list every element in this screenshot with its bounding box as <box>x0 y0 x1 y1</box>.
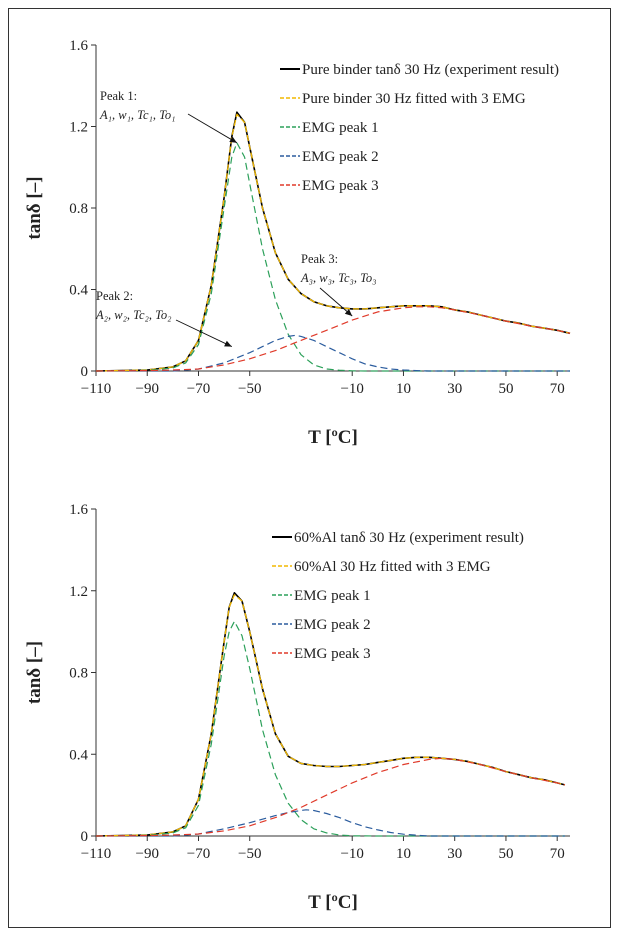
y-tick-label: 1.2 <box>69 120 88 136</box>
x-tick-label: 10 <box>396 846 411 862</box>
legend-label: Pure binder 30 Hz fitted with 3 EMG <box>302 91 526 107</box>
x-tick-label: 30 <box>447 846 462 862</box>
y-tick-label: 0 <box>81 364 89 380</box>
annotation-title: Peak 3: <box>301 252 338 266</box>
annotation-params: A₃, w₃, Tc₃, To₃ <box>300 271 377 285</box>
legend-label: Pure binder tanδ 30 Hz (experiment resul… <box>302 62 559 78</box>
y-tick-label: 1.2 <box>69 584 88 600</box>
x-tick-label: −90 <box>136 381 159 397</box>
x-tick-label: −70 <box>187 381 210 397</box>
y-tick-label: 0.8 <box>69 666 88 682</box>
annotation-arrowhead <box>224 340 232 347</box>
x-tick-label: 30 <box>447 381 462 397</box>
annotation-title: Peak 1: <box>100 89 137 103</box>
x-tick-label: −110 <box>81 381 111 397</box>
annotation-arrow <box>319 287 353 317</box>
legend-label: EMG peak 3 <box>302 178 379 194</box>
chart-bottom: 0 0.4 0.8 1.2 1.6 −110 −90 −70 −50 −10 10 30 50 70 T [… <box>24 502 570 913</box>
figure-frame <box>8 8 611 928</box>
x-tick-label: −90 <box>136 846 159 862</box>
annotation-arrow <box>175 319 232 347</box>
series-peak2-line <box>96 334 570 372</box>
x-axis-label: T [ºC] <box>308 427 358 448</box>
x-tick-label: −10 <box>340 381 363 397</box>
legend-label: EMG peak 2 <box>302 149 379 165</box>
y-axis-label: tanδ [–] <box>24 641 45 704</box>
series-peak3-line <box>95 757 566 837</box>
x-tick-label: −110 <box>81 846 111 862</box>
legend-label: EMG peak 1 <box>302 120 379 136</box>
legend-label: EMG peak 1 <box>294 588 371 604</box>
legend-label: EMG peak 2 <box>294 617 371 633</box>
annotation-params: A₁, w₁, Tc₁, To₁ <box>99 108 176 122</box>
x-axis-label: T [ºC] <box>308 892 358 913</box>
y-tick-label: 0 <box>81 829 89 845</box>
chart-top: 0 0.4 0.8 1.2 1.6 −110 −90 −70 −50 −10 10 30 50 70 T [… <box>24 38 571 448</box>
annotation-params: A₂, w₂, Tc₂, To₂ <box>95 308 172 322</box>
y-tick-label: 0.4 <box>69 747 88 763</box>
series-peak1-line <box>95 142 570 372</box>
annotation-arrow <box>187 113 238 144</box>
x-tick-label: −50 <box>238 846 261 862</box>
y-tick-label: 0.4 <box>69 283 88 299</box>
annotation-arrowhead <box>344 309 353 316</box>
x-tick-label: 50 <box>498 381 513 397</box>
x-tick-label: 70 <box>550 381 565 397</box>
legend-label: 60%Al 30 Hz fitted with 3 EMG <box>294 559 491 575</box>
annotation-title: Peak 2: <box>96 289 133 303</box>
y-tick-label: 1.6 <box>69 502 88 518</box>
annotation-arrowhead <box>229 136 237 143</box>
y-axis-label: tanδ [–] <box>24 176 45 239</box>
x-tick-label: −70 <box>187 846 210 862</box>
y-tick-label: 1.6 <box>69 38 88 54</box>
series-peak1-line <box>95 620 565 837</box>
series-peak2-line <box>96 809 565 837</box>
x-tick-label: 70 <box>550 846 565 862</box>
series-fitted-line <box>95 113 571 372</box>
legend-label: EMG peak 3 <box>294 646 371 662</box>
series-peak3-line <box>95 306 571 372</box>
x-tick-label: −10 <box>340 846 363 862</box>
x-tick-label: −50 <box>238 381 261 397</box>
y-tick-label: 0.8 <box>69 201 88 217</box>
legend-label: 60%Al tanδ 30 Hz (experiment result) <box>294 530 524 546</box>
x-tick-label: 50 <box>498 846 513 862</box>
x-tick-label: 10 <box>396 381 411 397</box>
